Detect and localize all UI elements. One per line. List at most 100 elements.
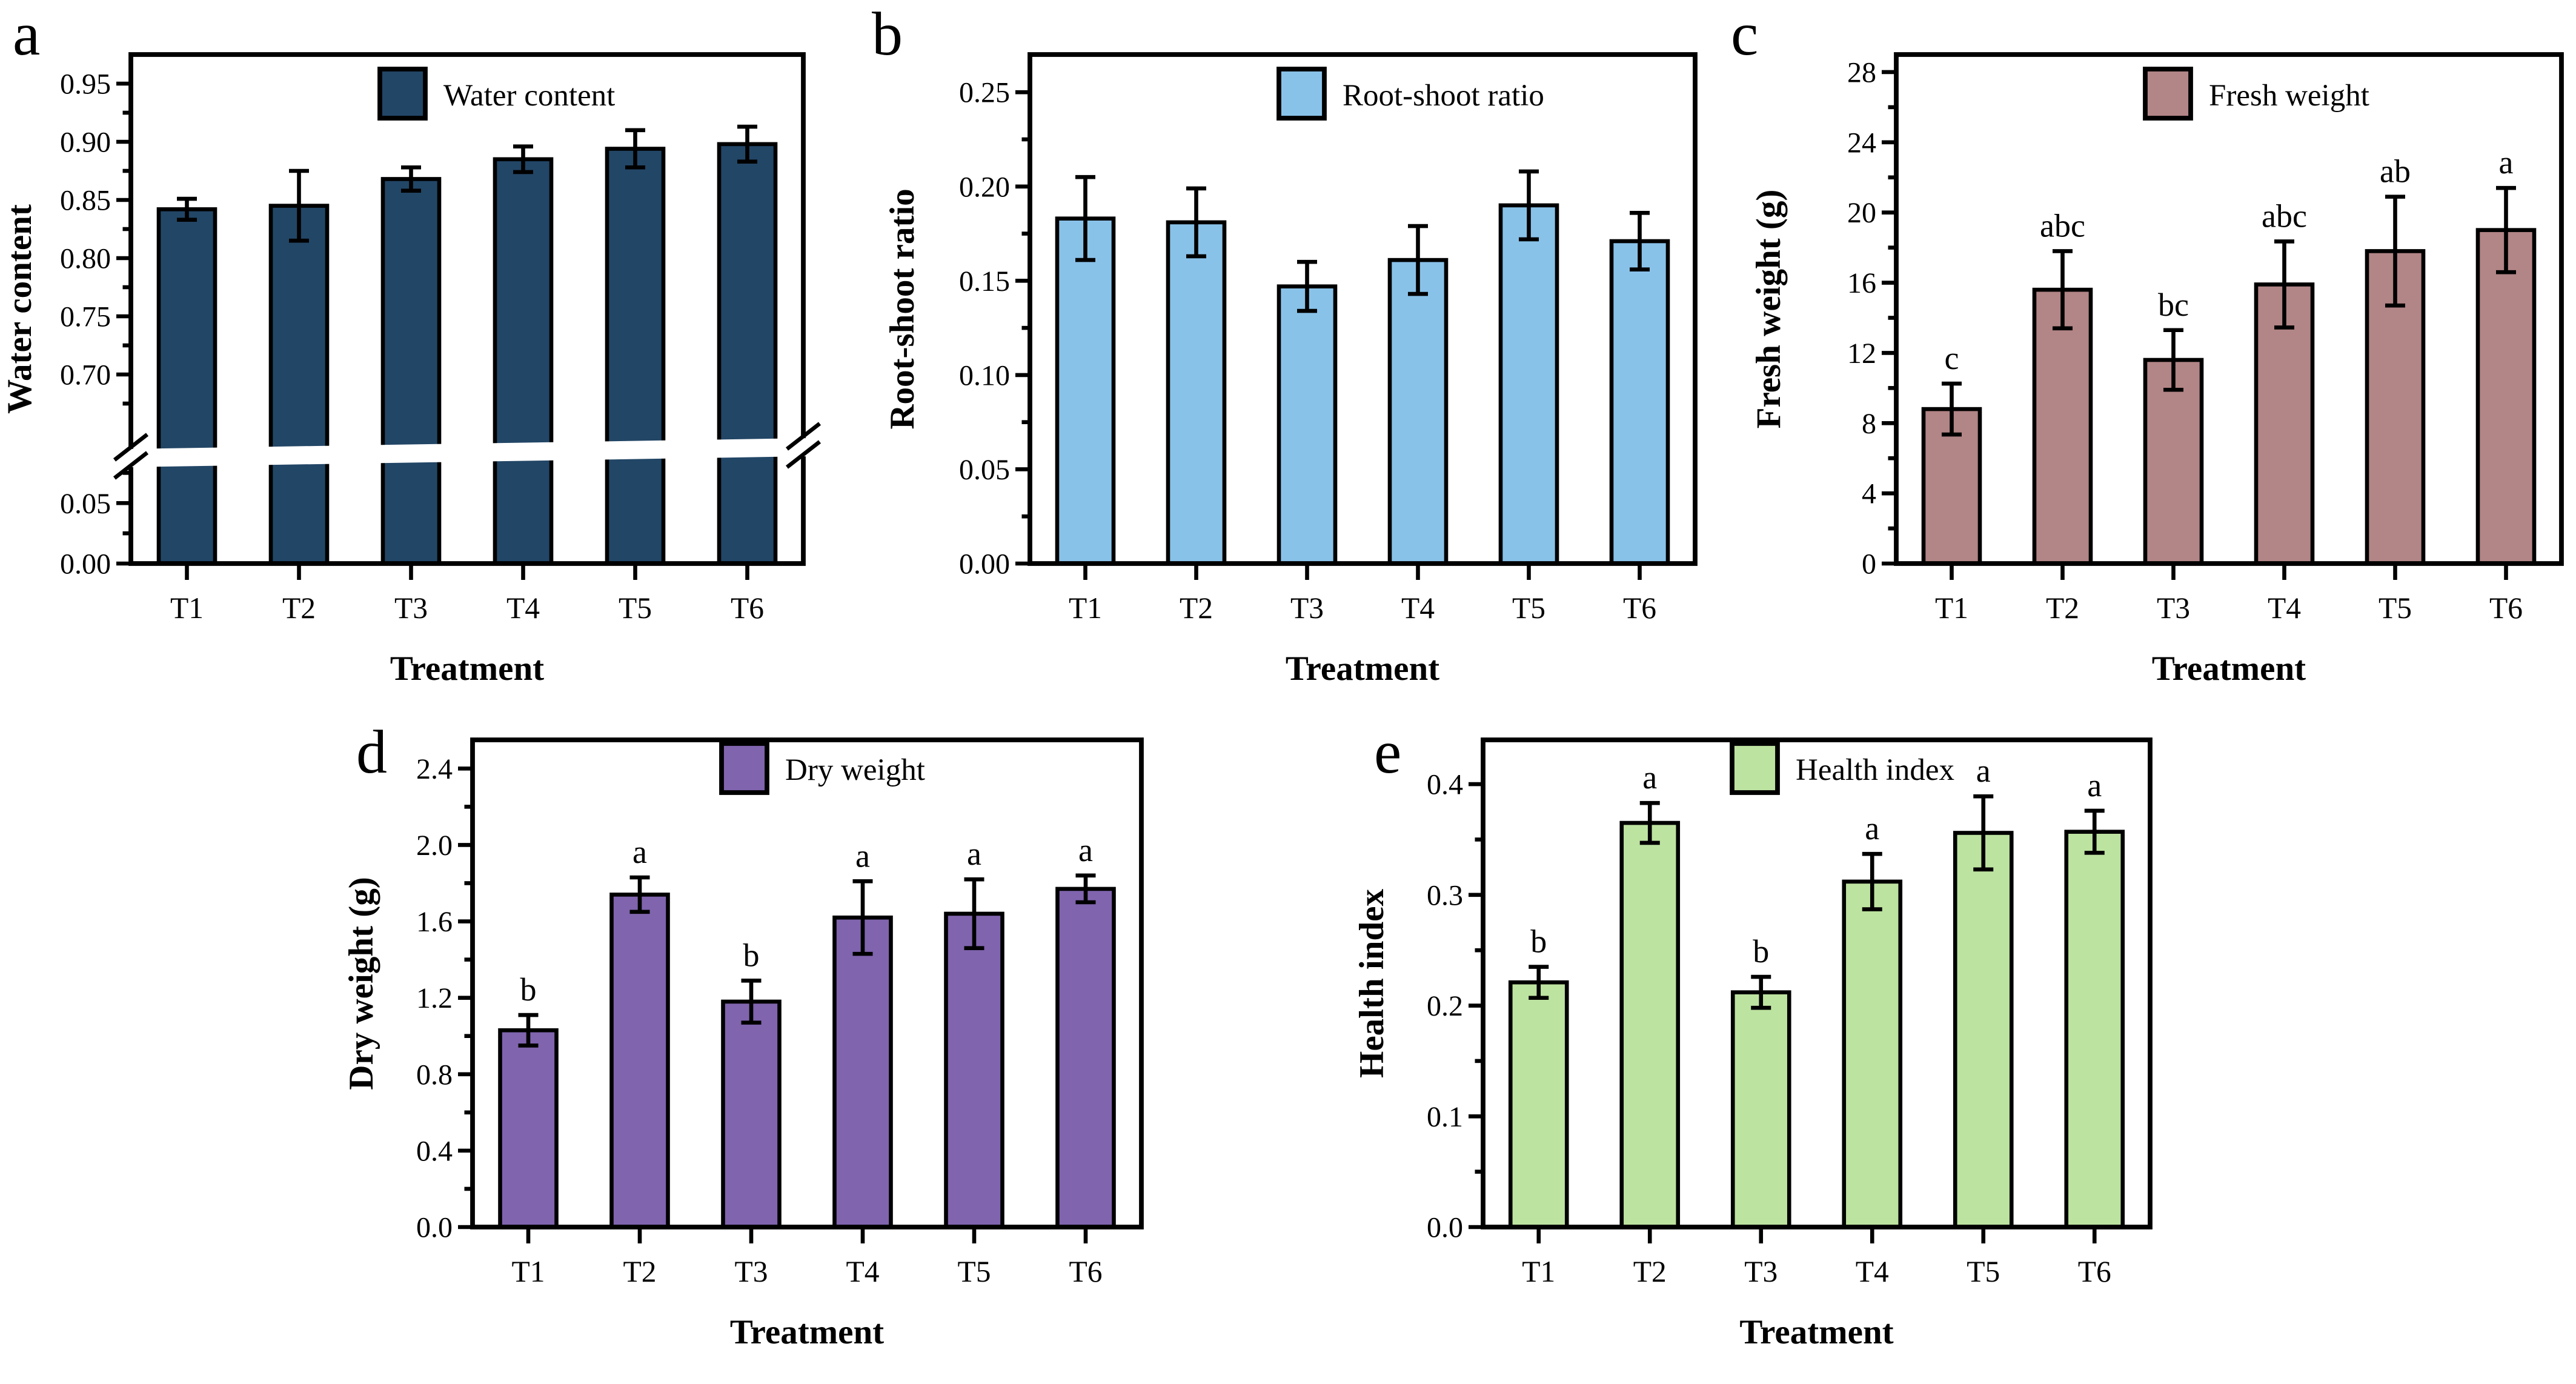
y-axis-title: Health index [1356,889,1391,1078]
error-bar-T2 [1186,186,1206,259]
x-tick-label-T5: T5 [1967,1255,2000,1288]
sig-letter-T4: abc [2262,198,2307,234]
legend-swatch [1276,67,1327,121]
legend-swatch [1730,741,1780,795]
y-tick-label: 0.4 [416,1135,453,1167]
x-tick-label-T4: T4 [1856,1255,1889,1288]
error-bar-T5 [1973,794,1994,872]
y-tick-label: 0.90 [60,127,111,159]
y-tick-label: 4 [1862,478,1876,510]
error-bar-T5 [2385,195,2405,308]
sig-letter-T6: a [2087,767,2102,803]
error-bar-T5 [1519,169,1539,242]
x-tick-label-T3: T3 [2157,591,2190,625]
y-tick-label: 0.3 [1427,879,1463,911]
x-tick-label-T2: T2 [623,1255,657,1288]
legend-swatch [377,67,428,121]
chart-health-index: b a b a a a 0.0 0.1 0.2 0.3 0.4 T1 T2 T3 T4 T5 T6 Health … [1356,718,2192,1383]
y-tick-label: 0 [1862,548,1876,581]
bar-T6 [1609,239,1670,566]
error-bar-T3 [401,165,422,193]
y-axis-title: Water content [1,204,39,414]
y-tick-label: 20 [1847,197,1876,229]
bar-T6 [1055,887,1116,1229]
error-bar-T2 [2053,249,2073,331]
x-tick-label-T3: T3 [1744,1255,1778,1288]
x-tick-label-T6: T6 [1069,1255,1103,1288]
error-bar-T4 [2274,239,2294,330]
error-bar-T2 [289,168,309,243]
error-bar-T6 [2496,185,2516,274]
x-axis-title: Treatment [730,1313,884,1351]
sig-letter-T6: a [1078,832,1093,868]
bar-T1 [1508,980,1569,1229]
plot-frame [1027,52,1698,566]
panel-letter-c: c [1731,0,1758,68]
error-bar-T4 [1408,224,1428,296]
x-tick-label-T1: T1 [512,1255,545,1288]
bar-T6 [2064,830,2125,1229]
bar-T4 [493,157,554,566]
x-tick-label-T2: T2 [2046,591,2079,625]
error-bar-T2 [1639,800,1660,845]
panel-letter-d: d [356,718,387,787]
y-tick-label: 1.2 [416,982,453,1014]
y-tick-label: 0.00 [60,548,111,581]
x-tick-label-T3: T3 [735,1255,768,1288]
legend-swatch [2143,67,2193,121]
bar-T3 [721,999,782,1229]
bar-T4 [1842,879,1903,1229]
bar-T2 [609,893,670,1229]
x-tick-label-T2: T2 [1180,591,1213,625]
plot-frame [1481,737,2153,1229]
panel-letter-e: e [1374,718,1401,787]
y-tick-label: 0.1 [1427,1101,1463,1133]
y-tick-label: 2.4 [416,753,453,785]
plot-frame [128,52,806,566]
y-tick-label: 0.4 [1427,769,1463,801]
legend-swatch [719,741,769,795]
error-bar-T3 [1751,974,1771,1010]
sig-letter-T3: b [1753,933,1769,970]
y-tick-label: 0.80 [60,243,111,275]
y-axis-title: Root-shoot ratio [883,188,921,429]
error-bar-T4 [513,144,534,175]
error-bar-T6 [1630,211,1650,271]
y-tick-label: 0.20 [959,171,1010,203]
error-bar-T1 [518,1013,539,1048]
panel-letter-a: a [13,0,40,68]
legend-label: Dry weight [785,753,925,787]
plot-frame [470,737,1144,1229]
chart-fresh-weight: c abc bc abc ab a 0 4 8 12 16 20 24 28 T1 T2 T3 T4 T5 T6 Fre… [1718,0,2576,718]
y-tick-label: 0.2 [1427,990,1463,1022]
x-axis-title: Treatment [2152,650,2306,688]
error-bar-T1 [1942,381,1962,437]
y-tick-label: 0.0 [416,1212,453,1244]
x-tick-label-T5: T5 [619,591,652,625]
error-bar-T5 [964,877,984,950]
sig-letter-T3: bc [2158,287,2189,323]
sig-letter-T4: a [855,837,870,874]
error-bar-T6 [737,124,757,164]
y-tick-label: 0.05 [959,454,1010,486]
plot-frame [1894,52,2564,566]
y-tick-label: 12 [1847,338,1876,370]
sig-letter-T2: a [1642,759,1657,796]
bar-T3 [1730,990,1791,1229]
axis-break-marks [113,422,822,480]
y-tick-label: 2.0 [416,830,453,862]
sig-letter-T1: b [1530,923,1547,960]
panel-letter-b: b [872,0,903,68]
y-tick-label: 1.6 [416,906,453,938]
bar-T4 [832,915,893,1229]
bar-T5 [1498,203,1559,566]
x-axis-title: Treatment [390,650,544,688]
chart-dry-weight: b a b a a a 0.0 0.4 0.8 1.2 1.6 2.0 2.4 T1 T2 T3 T4 T5 T6 D… [338,718,1174,1383]
axis-break-band [125,438,809,467]
sig-letter-T5: a [1976,753,1991,789]
bar-T2 [1166,220,1227,566]
y-axis-title: Dry weight (g) [342,877,380,1090]
y-tick-label: 0.00 [959,548,1010,581]
legend-label: Health index [1796,753,1954,787]
